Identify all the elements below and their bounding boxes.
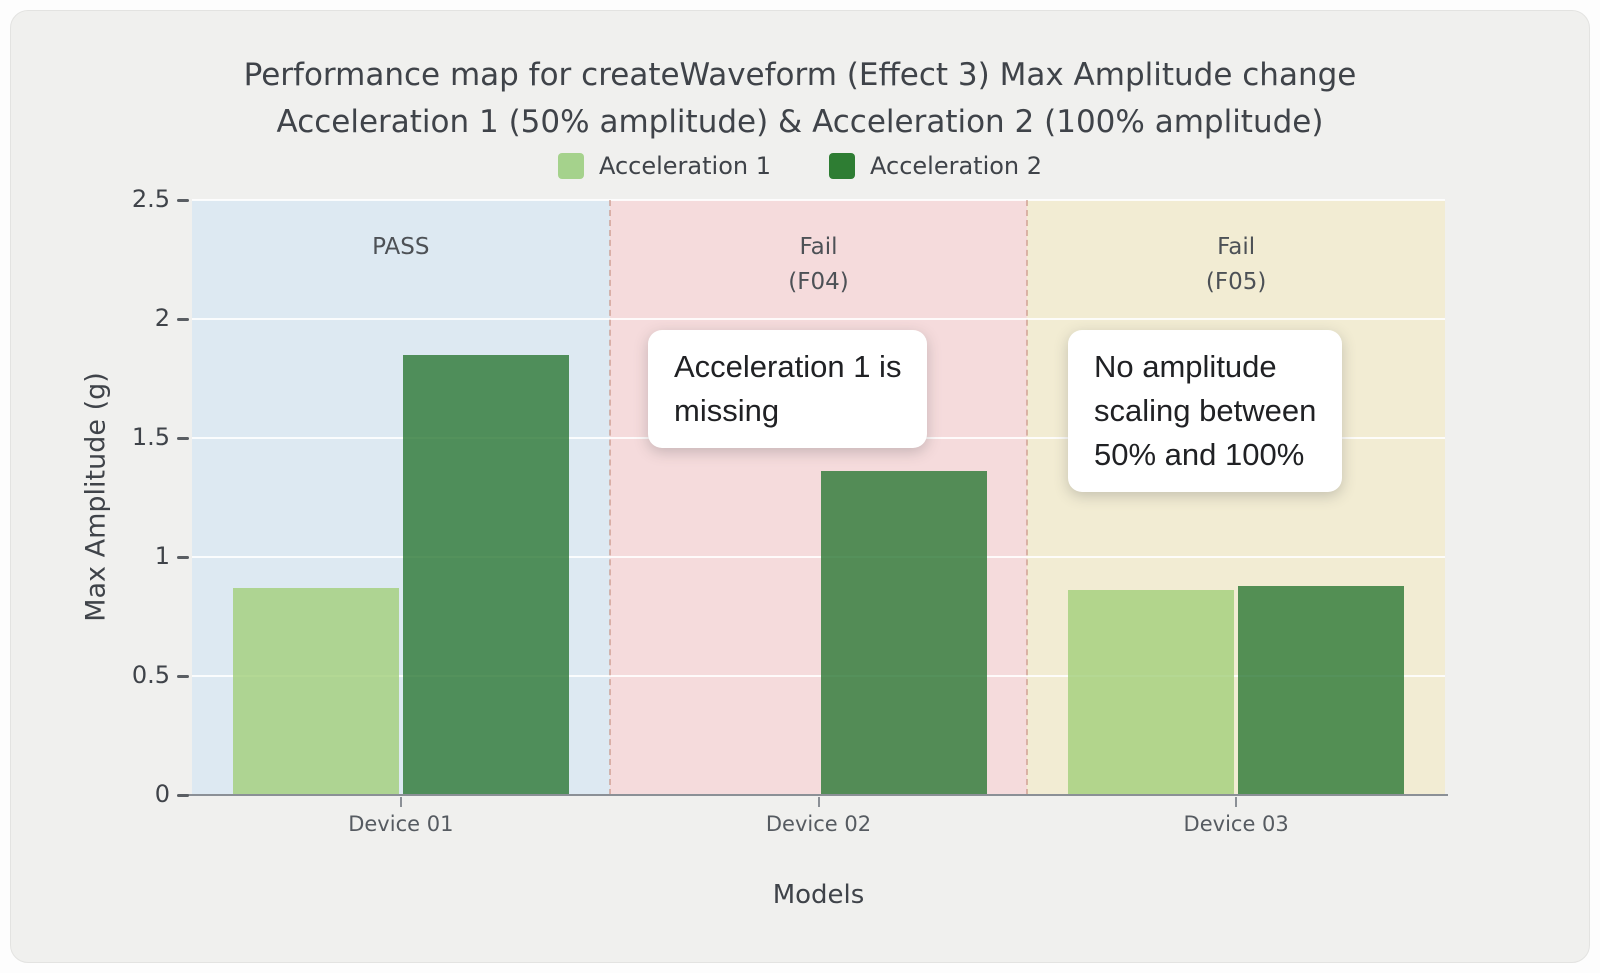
annotation-no-amplitude-scaling: No amplitude scaling between 50% and 100… [1068,330,1343,493]
y-tick-label-2: 2 [154,304,170,332]
x-tick-label-device-01: Device 01 [348,812,454,836]
bar-acceleration-1-device-03 [1068,590,1235,795]
legend-item-acceleration-2[interactable]: Acceleration 2 [829,152,1042,180]
gridline-y-2.5 [192,199,1445,201]
legend-swatch-acceleration-2-icon [829,153,855,179]
plot-area: PASS Fail (F04) Fail (F05) [192,199,1445,795]
y-tick-mark-0 [177,794,189,797]
y-tick-label-2.5: 2.5 [131,185,170,213]
region-label-1: PASS [372,234,430,260]
region-separator-1 [608,200,611,795]
x-tick-label-device-02: Device 02 [765,812,872,836]
gridline-y-1 [192,556,1445,558]
bar-acceleration-2-device-01 [402,354,569,795]
bar-acceleration-2-device-03 [1238,585,1405,795]
x-tick-mark-device-03 [1235,797,1238,807]
legend-item-acceleration-1[interactable]: Acceleration 1 [557,152,771,180]
y-tick-label-1: 1 [154,542,170,570]
region-label-3: Fail (F05) [1205,234,1267,295]
legend: Acceleration 1 Acceleration 2 [0,152,1600,180]
chart-title-line2: Acceleration 1 (50% amplitude) & Acceler… [276,103,1324,140]
y-tick-mark-1.5 [177,437,189,440]
y-tick-mark-2 [177,318,189,321]
region-separator-2 [1026,200,1029,795]
annotation-acceleration1-missing: Acceleration 1 is missing [648,330,928,449]
bar-acceleration-1-device-01 [232,587,399,795]
legend-label-acceleration-1: Acceleration 1 [598,152,771,180]
x-axis-title: Models [772,880,865,910]
y-tick-label-1.5: 1.5 [131,423,170,451]
gridline-y-0.5 [192,675,1445,677]
legend-swatch-acceleration-1-icon [557,153,584,179]
x-tick-label-device-03: Device 03 [1183,812,1289,836]
y-tick-label-0.5: 0.5 [131,661,170,689]
x-tick-mark-device-02 [817,797,820,807]
chart-title-line1: Performance map for createWaveform (Effe… [243,57,1357,93]
y-tick-mark-0.5 [177,675,189,678]
chart-title: Performance map for createWaveform (Effe… [0,52,1600,145]
y-axis-title: Max Amplitude (g) [80,372,112,622]
y-tick-mark-2.5 [177,199,189,202]
x-axis-line [188,794,1448,796]
gridline-y-2 [192,318,1445,320]
y-tick-mark-1 [177,556,189,559]
legend-label-acceleration-2: Acceleration 2 [870,152,1043,180]
region-label-2: Fail (F04) [788,234,849,295]
y-tick-label-0: 0 [154,780,170,808]
bar-acceleration-2-device-02 [820,471,987,795]
x-tick-mark-device-01 [399,797,402,807]
